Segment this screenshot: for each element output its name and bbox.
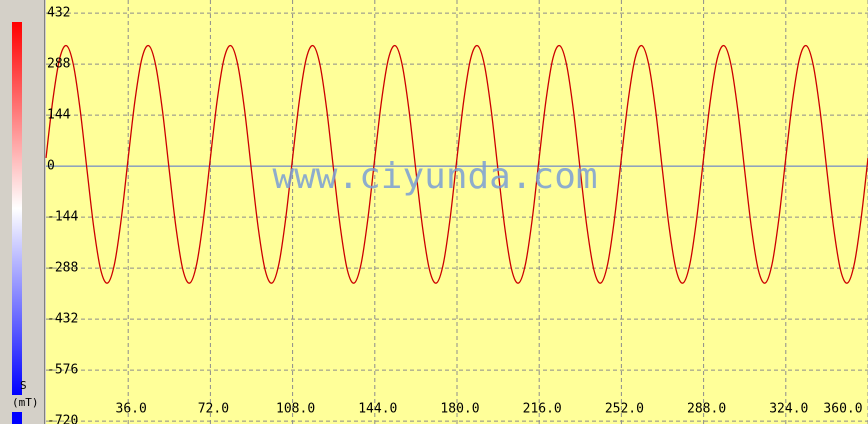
- y-tick-label: 0: [47, 159, 55, 174]
- color-bar: [12, 22, 22, 395]
- y-tick-label: 432: [47, 6, 70, 21]
- x-tick-label: 324.0: [769, 402, 808, 417]
- x-tick-label: 180.0: [440, 402, 479, 417]
- y-tick-label: -432: [47, 312, 78, 327]
- unit-top: S: [20, 379, 27, 392]
- y-tick-label: -720: [47, 414, 78, 424]
- y-tick-label: -576: [47, 363, 78, 378]
- x-tick-label: 36.0: [116, 402, 147, 417]
- x-tick-label: 72.0: [198, 402, 229, 417]
- x-tick-label: 252.0: [605, 402, 644, 417]
- watermark: www.ciyunda.com: [272, 156, 597, 197]
- x-tick-label: 360.0: [823, 402, 862, 417]
- unit-label: (mT): [12, 396, 39, 409]
- y-tick-label: -144: [47, 210, 78, 225]
- y-tick-label: -288: [47, 261, 78, 276]
- x-tick-label: 108.0: [276, 402, 315, 417]
- x-tick-label: 288.0: [687, 402, 726, 417]
- color-bar-end: [12, 412, 22, 424]
- x-tick-label: 216.0: [523, 402, 562, 417]
- y-tick-label: 144: [47, 108, 71, 123]
- x-tick-label: 144.0: [358, 402, 397, 417]
- waveform: [45, 44, 868, 284]
- y-tick-label: 288: [47, 57, 70, 72]
